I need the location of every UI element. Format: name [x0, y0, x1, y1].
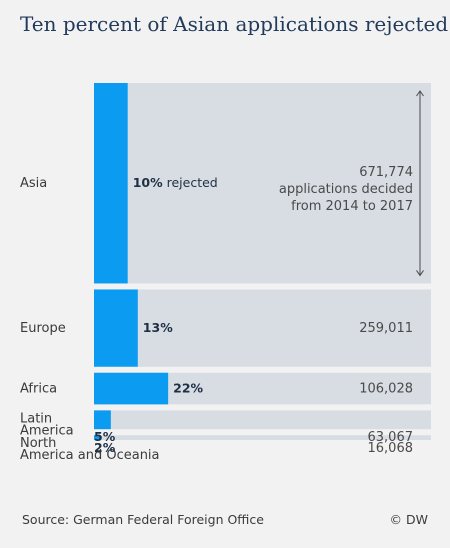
rejected-bar-europe	[94, 289, 138, 367]
total-label-latin-america: 63,067	[368, 430, 414, 445]
region-label-africa: Africa	[20, 382, 57, 397]
total-bar-europe	[94, 289, 431, 367]
rejected-pct-label-latin-america: 5%	[94, 429, 116, 444]
bars-group	[94, 83, 431, 440]
arrow-head-down-icon	[416, 270, 424, 277]
total-label-north-america-and-oceania: 16,068	[368, 441, 414, 456]
total-label-africa: 106,028	[359, 382, 413, 397]
rejected-bar-latin-america	[94, 410, 111, 430]
rejected-pct-label-europe: 13%	[143, 320, 173, 335]
rejected-pct-label-africa: 22%	[173, 381, 203, 396]
total-note-line-2: from 2014 to 2017	[291, 199, 413, 214]
region-label-europe: Europe	[20, 321, 66, 336]
rejected-bar-africa	[94, 372, 169, 405]
total-note-line-1: applications decided	[279, 182, 413, 197]
total-label-asia: 671,774	[359, 165, 413, 180]
region-label-latin-america: Latin America	[20, 411, 74, 438]
total-bar-north-america-and-oceania	[94, 435, 431, 440]
region-label-asia: Asia	[20, 176, 47, 191]
total-bar-asia	[94, 83, 431, 284]
region-label-north-america-and-oceania: North America and Oceania	[20, 436, 160, 463]
labels-group: Asia 10% rejected 671,774 applications decid…	[20, 90, 424, 463]
credit-note: © DW	[389, 512, 428, 527]
total-label-europe: 259,011	[359, 321, 413, 336]
rejected-pct-label-north-america-and-oceania: 2%	[94, 440, 116, 455]
total-bar-latin-america	[94, 410, 431, 430]
source-note: Source: German Federal Foreign Office	[22, 512, 264, 527]
arrow-head-up-icon	[416, 90, 424, 97]
rejected-bar-asia	[94, 83, 128, 284]
rejected-bar-north-america-and-oceania	[94, 435, 101, 440]
rejected-pct-label-asia: 10% rejected	[133, 175, 218, 190]
chart-title: Ten percent of Asian applications reject…	[20, 12, 449, 36]
